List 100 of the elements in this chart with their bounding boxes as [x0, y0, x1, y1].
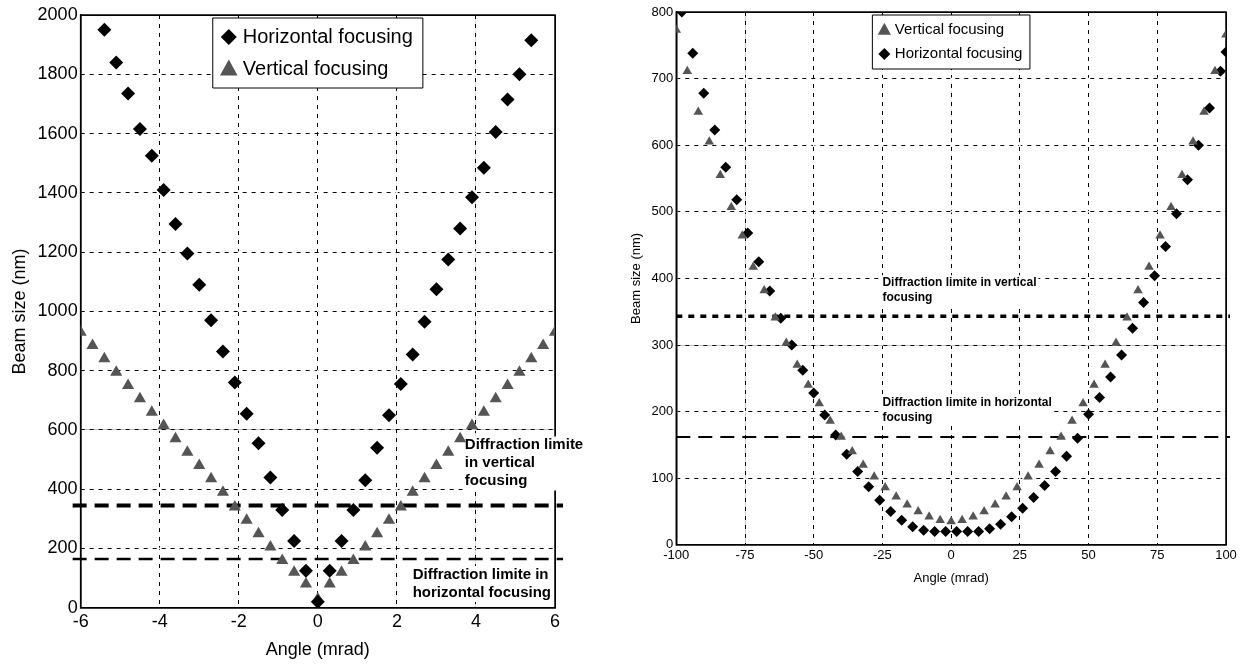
point — [737, 230, 748, 239]
point — [891, 491, 901, 500]
point — [405, 347, 420, 362]
point — [264, 540, 277, 551]
y-tick-label: 1800 — [37, 63, 78, 84]
point — [275, 502, 290, 517]
y-tick-label: 800 — [47, 359, 78, 380]
point — [907, 521, 919, 533]
point — [913, 506, 923, 515]
point — [406, 485, 419, 496]
point — [168, 216, 183, 231]
point — [132, 122, 147, 137]
x-tick-label: 4 — [470, 610, 481, 631]
point — [288, 565, 301, 576]
point — [1166, 201, 1176, 210]
point — [962, 525, 974, 537]
point — [430, 458, 443, 470]
point — [803, 379, 813, 388]
point — [770, 312, 780, 321]
point — [1155, 230, 1165, 239]
point — [1067, 415, 1077, 424]
point — [693, 106, 704, 115]
point — [808, 387, 820, 399]
y-tick-label: 400 — [47, 478, 78, 499]
point — [109, 55, 124, 70]
point — [180, 246, 195, 261]
point — [156, 182, 171, 197]
point — [382, 513, 396, 524]
legend-label: Vertical focusing — [242, 56, 389, 79]
point — [1144, 261, 1154, 270]
point — [453, 221, 468, 236]
point — [358, 473, 373, 488]
point — [1160, 240, 1172, 252]
x-tick-label: -2 — [230, 610, 247, 631]
point — [1061, 450, 1073, 462]
point — [748, 261, 759, 270]
x-tick-label: -25 — [873, 547, 892, 563]
point — [687, 47, 699, 59]
x-tick-label: -4 — [151, 610, 168, 631]
point — [1149, 270, 1161, 282]
point — [371, 526, 384, 538]
y-tick-label: 1600 — [37, 122, 78, 143]
point — [863, 481, 875, 493]
point — [252, 526, 265, 538]
point — [240, 513, 253, 524]
y-tick-label: 700 — [651, 70, 674, 86]
point — [347, 553, 360, 564]
point — [512, 67, 527, 82]
point — [858, 459, 868, 468]
point — [144, 148, 159, 163]
x-tick-label: 0 — [312, 610, 323, 631]
point — [973, 525, 985, 537]
point — [122, 378, 135, 389]
point — [929, 525, 941, 537]
point — [346, 502, 361, 517]
point — [1078, 398, 1088, 407]
y-tick-label: 300 — [651, 336, 674, 352]
point — [1072, 432, 1084, 444]
point — [121, 86, 136, 101]
point — [968, 511, 978, 520]
point — [169, 431, 182, 443]
point — [979, 506, 989, 515]
point — [990, 499, 1000, 508]
point — [157, 418, 170, 430]
point — [393, 377, 408, 392]
ref-line-label: Diffraction limite in vertical focusing — [464, 435, 584, 489]
point — [1171, 208, 1183, 220]
point — [682, 65, 693, 75]
point — [836, 431, 846, 440]
point — [1006, 511, 1018, 523]
point — [488, 125, 503, 140]
point — [819, 409, 831, 421]
point — [1105, 371, 1117, 383]
point — [500, 92, 515, 107]
point — [513, 365, 526, 376]
point — [1199, 106, 1209, 115]
point — [192, 277, 207, 292]
point — [239, 406, 254, 421]
point — [753, 256, 765, 268]
point — [323, 577, 336, 588]
point — [310, 594, 325, 608]
point — [465, 418, 479, 430]
point — [477, 405, 490, 416]
point — [418, 471, 431, 483]
point — [193, 458, 206, 470]
point — [476, 160, 491, 175]
point — [1138, 296, 1150, 308]
point — [720, 161, 732, 173]
point — [1034, 459, 1044, 468]
point — [1083, 408, 1095, 420]
point — [874, 494, 886, 506]
point — [902, 499, 912, 508]
point — [1050, 466, 1062, 478]
point — [464, 190, 479, 205]
point — [335, 565, 348, 576]
point — [918, 524, 930, 536]
legend-label: Horizontal focusing — [894, 44, 1023, 62]
point — [1028, 492, 1040, 504]
x-tick-label: 6 — [549, 610, 561, 631]
point — [86, 338, 99, 349]
